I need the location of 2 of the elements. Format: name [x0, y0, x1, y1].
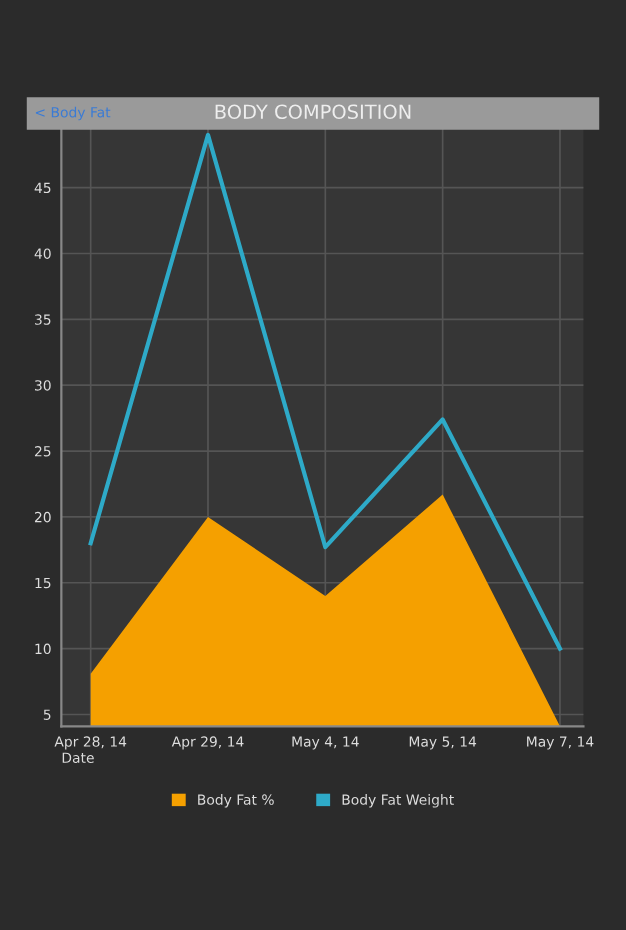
line-series	[88, 132, 563, 651]
chart-title: BODY COMPOSITION	[215, 104, 411, 120]
